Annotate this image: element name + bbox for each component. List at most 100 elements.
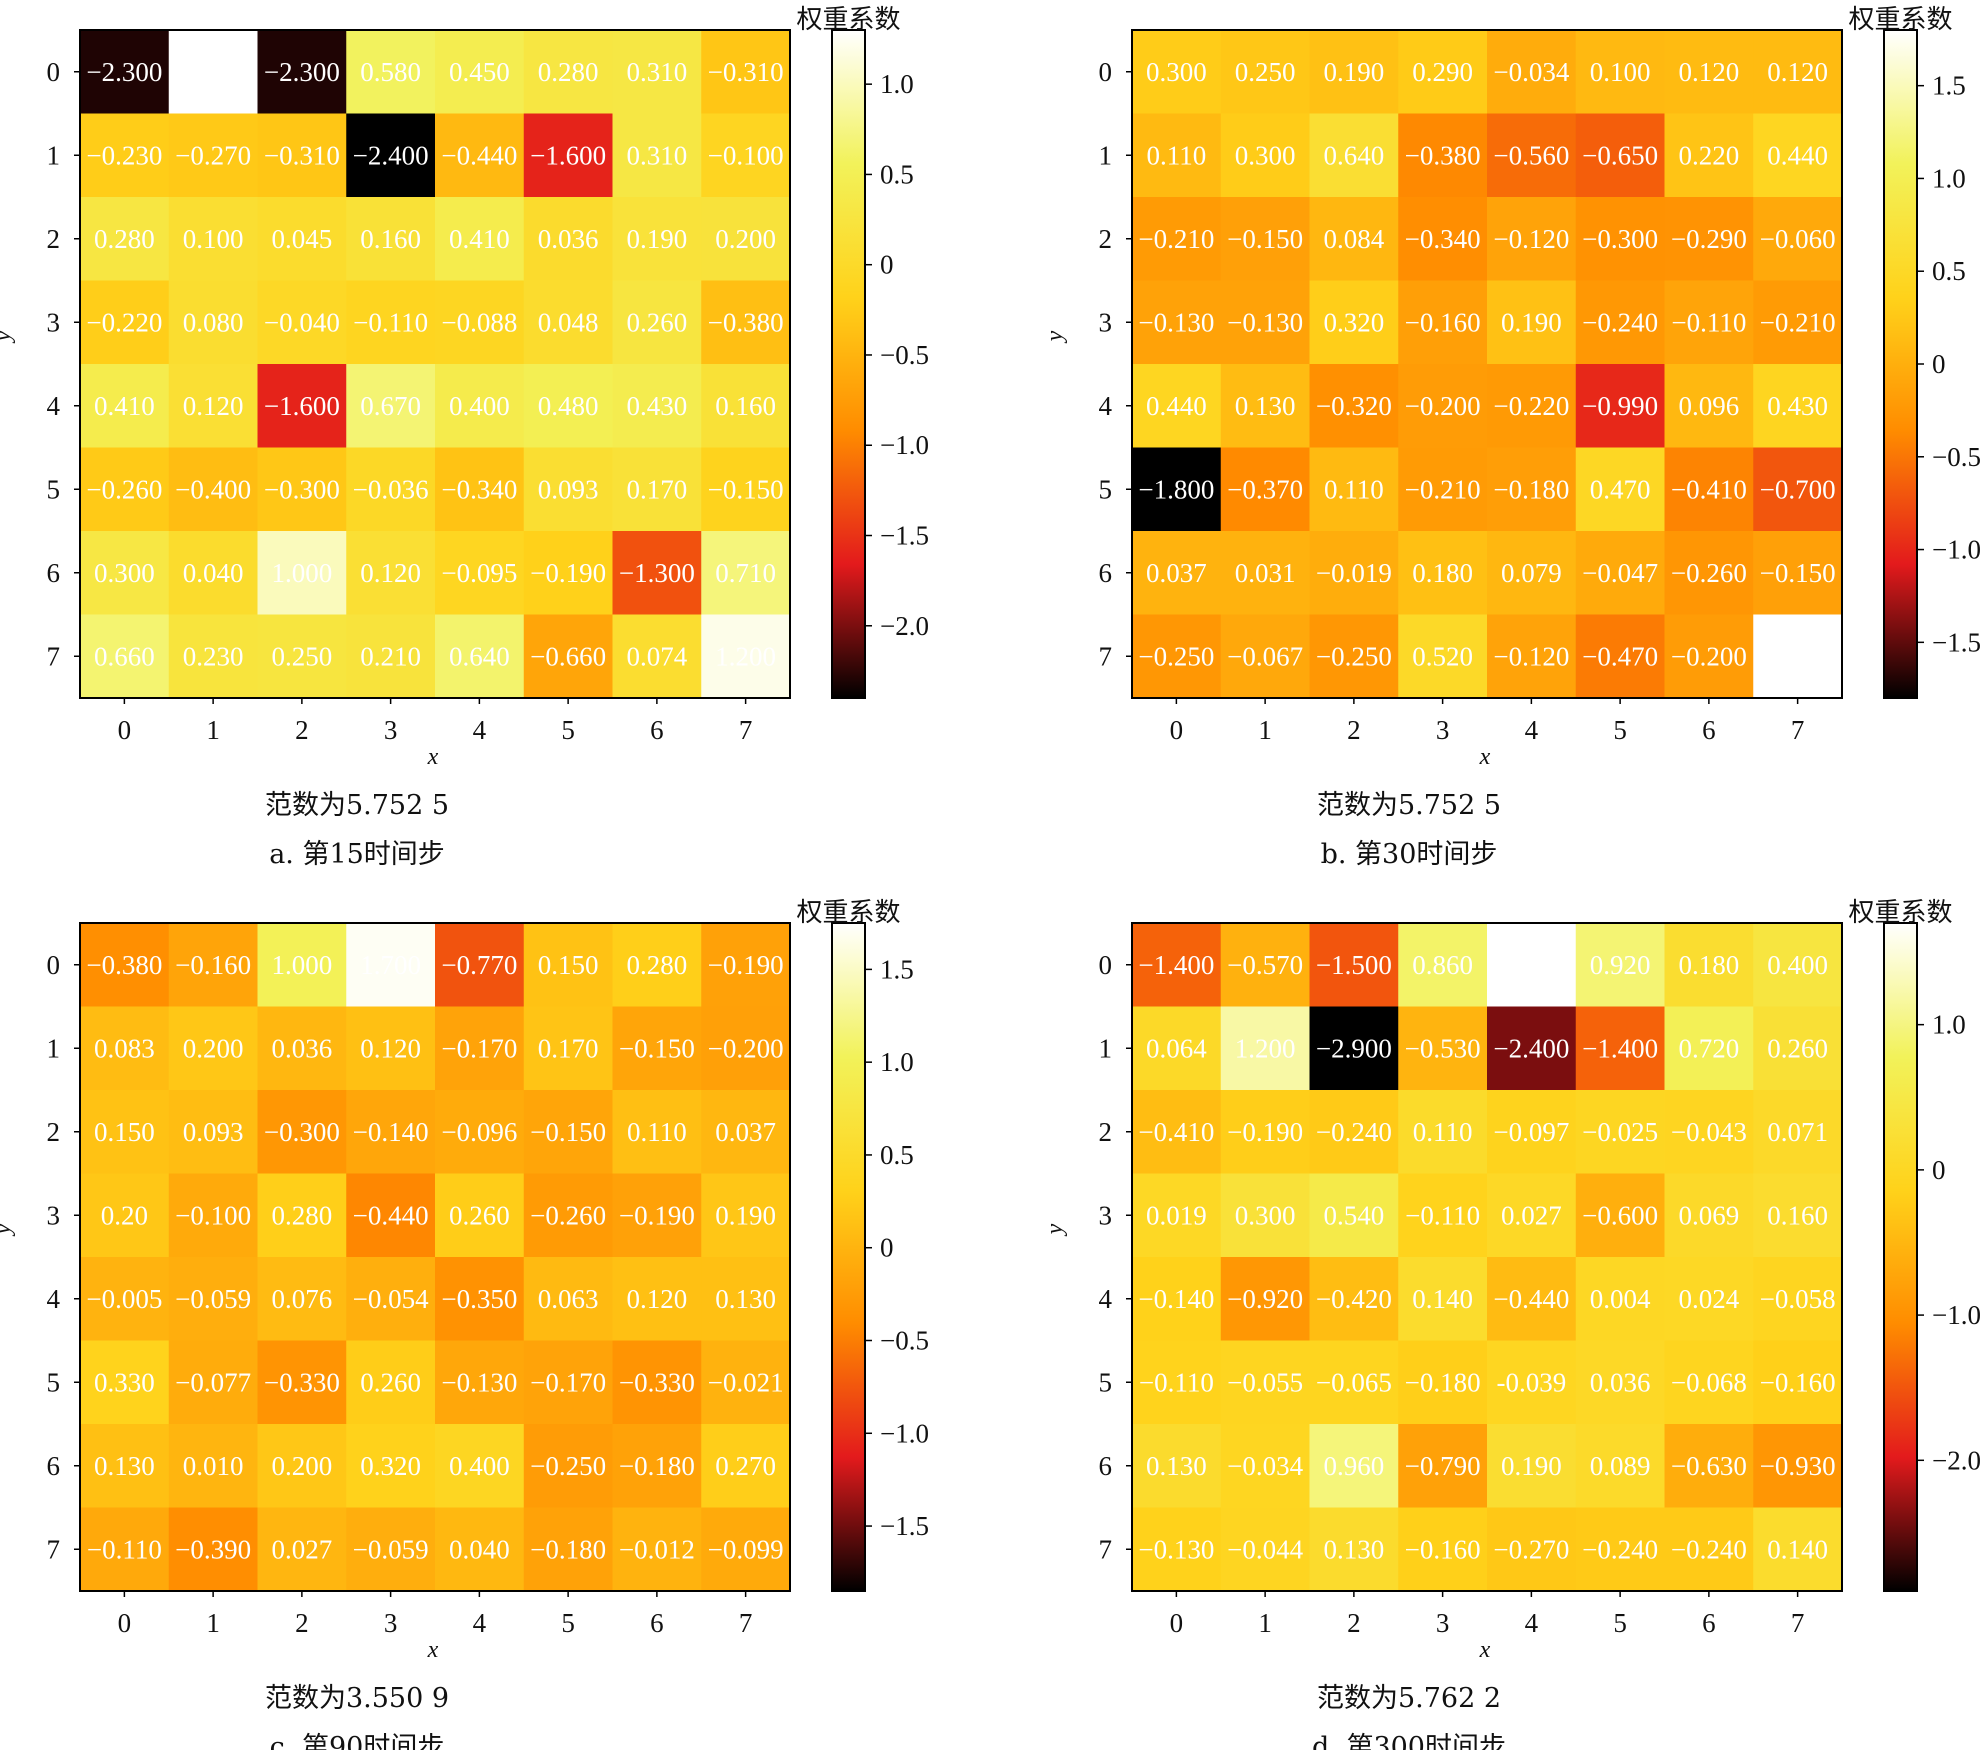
- heatmap-cell: [1132, 1173, 1222, 1258]
- heatmap-cell: [80, 447, 170, 532]
- cell-value-label: −0.095: [441, 558, 517, 588]
- colorbar-tick-label: 0.5: [880, 1140, 914, 1170]
- heatmap-cell: [1753, 197, 1843, 282]
- colorbar-tick-label: 0.5: [1932, 256, 1966, 286]
- x-tick-label: 7: [1791, 715, 1805, 745]
- heatmap-cell: [1309, 1507, 1399, 1592]
- cell-value-label: −0.210: [1760, 307, 1836, 337]
- heatmap-cell: [435, 280, 525, 365]
- heatmap-cell: [1753, 1424, 1843, 1509]
- x-tick-label: 7: [739, 1608, 753, 1638]
- heatmap-cell: [523, 280, 614, 365]
- cell-value-label: −0.200: [1405, 391, 1481, 421]
- cell-value-label: −0.230: [86, 140, 162, 170]
- cell-value-label: 0.031: [1235, 558, 1296, 588]
- heatmap-cell: [701, 113, 791, 198]
- heatmap-cell: [1753, 113, 1843, 198]
- heatmap-cell: [346, 1424, 436, 1509]
- heatmap-cell: [1487, 113, 1577, 198]
- heatmap-cell: [1398, 364, 1488, 449]
- cell-value-label: 0.019: [1146, 1200, 1207, 1230]
- heatmap-cell: [435, 531, 525, 616]
- heatmap-frame: [79, 29, 791, 699]
- colorbar-tick-label: 0: [880, 1233, 894, 1263]
- x-tick-label: 4: [473, 1608, 487, 1638]
- cell-value-label: 0.190: [1501, 307, 1562, 337]
- colorbar-tick-label: 1.5: [880, 954, 914, 984]
- heatmap-cell: [435, 364, 525, 449]
- cell-value-label: 0.080: [183, 307, 244, 337]
- heatmap-cell: [1309, 113, 1399, 198]
- heatmap-cell: [612, 614, 702, 699]
- heatmap-cell: [257, 447, 347, 532]
- heatmap-cell: [612, 531, 702, 616]
- heatmap-cell: [701, 1173, 791, 1258]
- cell-value-label: 0.280: [627, 950, 688, 980]
- norm-label: 范数为5.752 5: [265, 790, 449, 821]
- heatmap-cell: [168, 30, 259, 115]
- heatmap-cell: [1132, 280, 1222, 365]
- cell-value-label: 0.120: [627, 1284, 688, 1314]
- heatmap-cell: [1753, 280, 1843, 365]
- cell-value-label: 1.000: [272, 558, 333, 588]
- colorbar-tick-label: 1.0: [1932, 163, 1966, 193]
- colorbar-tick-label: −1.0: [1932, 535, 1981, 565]
- cell-value-label: 0.450: [449, 57, 510, 87]
- x-tick-label: 0: [118, 1608, 132, 1638]
- cell-value-label: 0.290: [1412, 57, 1473, 87]
- cell-value-label: −0.340: [441, 474, 517, 504]
- heatmap-cell: [80, 1257, 170, 1342]
- heatmap-cell: [1220, 280, 1311, 365]
- cell-value-label: −0.034: [1227, 1451, 1303, 1481]
- heatmap-frame: [1131, 29, 1843, 699]
- heatmap-cell: [701, 1090, 791, 1175]
- cell-value-label: −0.130: [1138, 1534, 1214, 1564]
- x-tick-label: 5: [1613, 1608, 1627, 1638]
- cell-value-label: 0.470: [1590, 474, 1651, 504]
- heatmap-cell: [1220, 1006, 1311, 1091]
- cell-value-label: −0.190: [619, 1200, 695, 1230]
- cell-value-label: 0.400: [449, 1451, 510, 1481]
- cell-value-label: 0.580: [360, 57, 421, 87]
- heatmap-cell: [1398, 1424, 1488, 1509]
- heatmap-cell: [435, 447, 525, 532]
- heatmap-panel-a: −2.300 1.300 −2.300 0.580 0.450 0.280 0.310 −0.…: [0, 5, 929, 870]
- cell-value-label: −0.330: [264, 1367, 340, 1397]
- heatmap-cell: [346, 197, 436, 282]
- cell-value-label: 0.190: [1501, 1451, 1562, 1481]
- cell-value-label: 0.140: [1412, 1284, 1473, 1314]
- heatmap-cell: [435, 1424, 525, 1509]
- cell-value-label: −0.099: [708, 1534, 784, 1564]
- cell-value-label: 0.920: [1590, 950, 1651, 980]
- heatmap-cell: [257, 30, 347, 115]
- cell-value-label: −1.600: [264, 391, 340, 421]
- cell-value-label: −0.150: [619, 1033, 695, 1063]
- cell-value-label: −0.210: [1138, 224, 1214, 254]
- heatmap-cell: [701, 1257, 791, 1342]
- cell-value-label: −0.040: [264, 307, 340, 337]
- y-tick-label: 6: [47, 558, 61, 588]
- heatmap-cell: [1132, 113, 1222, 198]
- heatmap-cell: [435, 1340, 525, 1425]
- heatmap-cell: [1309, 197, 1399, 282]
- cell-value-label: 0.089: [1590, 1451, 1651, 1481]
- cell-value-label: 0.093: [538, 474, 599, 504]
- x-axis-label: x: [1479, 1637, 1491, 1663]
- heatmap-cell: [523, 113, 614, 198]
- heatmap-cell: [523, 30, 614, 115]
- heatmap-cell: [1575, 447, 1666, 532]
- cell-value-label: 1.700: [1501, 950, 1562, 980]
- y-tick-label: 0: [1099, 950, 1113, 980]
- cell-value-label: −0.300: [1582, 224, 1658, 254]
- cell-value-label: −2.300: [264, 57, 340, 87]
- heatmap-cell: [1220, 1424, 1311, 1509]
- heatmap-cell: [1132, 197, 1222, 282]
- cell-value-label: −0.096: [441, 1117, 517, 1147]
- heatmap-cell: [1664, 1173, 1754, 1258]
- heatmap-cell: [1132, 1424, 1222, 1509]
- cell-value-label: 0.720: [1679, 1033, 1740, 1063]
- cell-value-label: −2.400: [1493, 1033, 1569, 1063]
- cell-value-label: 0.069: [1679, 1200, 1740, 1230]
- heatmap-cell: [1487, 923, 1577, 1008]
- cell-value-label: 0.640: [1324, 140, 1385, 170]
